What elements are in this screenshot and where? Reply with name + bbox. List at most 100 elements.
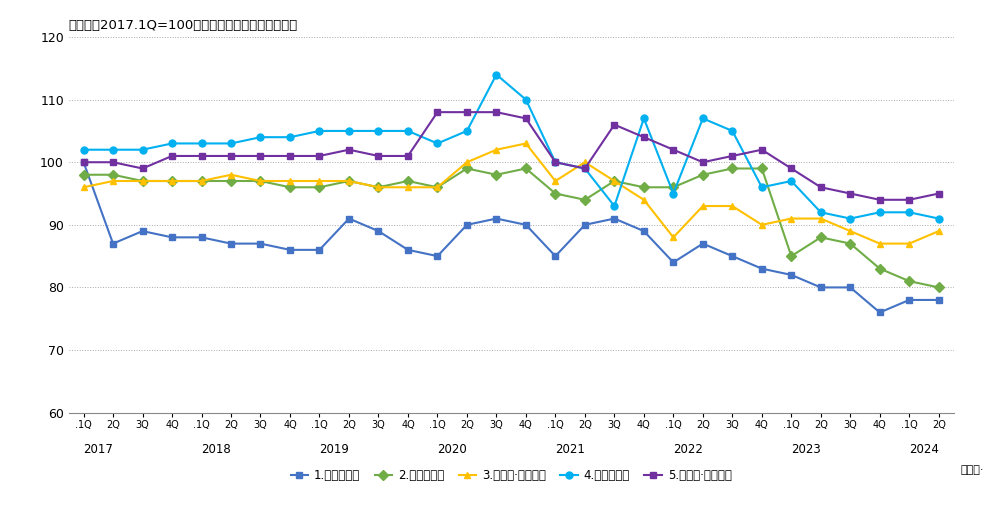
3.　城西·城北地区 <box>697 203 709 209</box>
2.　城南地区 <box>874 266 886 272</box>
3.　城西·城北地区 <box>78 184 89 190</box>
Text: 2020: 2020 <box>437 443 467 456</box>
1.　都心地区 <box>697 240 709 247</box>
4.　城东地区 <box>844 215 856 222</box>
4.　城东地区 <box>667 190 679 197</box>
Text: 2022: 2022 <box>673 443 703 456</box>
1.　都心地区 <box>844 284 856 290</box>
4.　城东地区 <box>756 184 768 190</box>
3.　城西·城北地区 <box>903 240 915 247</box>
1.　都心地区 <box>78 159 89 166</box>
1.　都心地区 <box>225 240 237 247</box>
4.　城东地区 <box>520 96 532 103</box>
Text: （年度·季度）: （年度·季度） <box>960 466 983 476</box>
2.　城南地区 <box>667 184 679 190</box>
3.　城西·城北地区 <box>520 140 532 147</box>
3.　城西·城北地区 <box>402 184 414 190</box>
5.　横滨·川崎地区 <box>520 115 532 122</box>
4.　城东地区 <box>107 147 119 153</box>
2.　城南地区 <box>107 171 119 178</box>
4.　城东地区 <box>284 134 296 140</box>
5.　横滨·川崎地区 <box>137 165 148 171</box>
1.　都心地区 <box>107 240 119 247</box>
Text: 2019: 2019 <box>319 443 349 456</box>
3.　城西·城北地区 <box>225 171 237 178</box>
1.　都心地区 <box>579 222 591 228</box>
4.　城东地区 <box>638 115 650 122</box>
1.　都心地区 <box>432 253 443 259</box>
1.　都心地区 <box>402 247 414 253</box>
Line: 5.　横滨·川崎地区: 5. 横滨·川崎地区 <box>80 108 943 203</box>
3.　城西·城北地区 <box>491 147 502 153</box>
3.　城西·城北地区 <box>608 178 620 184</box>
5.　横滨·川崎地区 <box>491 109 502 115</box>
Text: 2017: 2017 <box>84 443 113 456</box>
2.　城南地区 <box>137 178 148 184</box>
4.　城东地区 <box>343 127 355 134</box>
Text: 2023: 2023 <box>791 443 821 456</box>
2.　城南地区 <box>638 184 650 190</box>
4.　城东地区 <box>461 127 473 134</box>
1.　都心地区 <box>549 253 561 259</box>
Line: 3.　城西·城北地区: 3. 城西·城北地区 <box>80 140 943 247</box>
2.　城南地区 <box>402 178 414 184</box>
5.　横滨·川崎地区 <box>844 190 856 197</box>
2.　城南地区 <box>844 240 856 247</box>
5.　横滨·川崎地区 <box>432 109 443 115</box>
1.　都心地区 <box>137 228 148 234</box>
1.　都心地区 <box>638 228 650 234</box>
5.　横滨·川崎地区 <box>461 109 473 115</box>
4.　城东地区 <box>373 127 384 134</box>
2.　城南地区 <box>225 178 237 184</box>
2.　城南地区 <box>933 284 945 290</box>
4.　城东地区 <box>785 178 797 184</box>
5.　横滨·川崎地区 <box>874 197 886 203</box>
5.　横滨·川崎地区 <box>78 159 89 166</box>
4.　城东地区 <box>697 115 709 122</box>
1.　都心地区 <box>933 297 945 303</box>
1.　都心地区 <box>903 297 915 303</box>
3.　城西·城北地区 <box>667 234 679 241</box>
2.　城南地区 <box>461 165 473 171</box>
2.　城南地区 <box>491 171 502 178</box>
4.　城东地区 <box>255 134 266 140</box>
3.　城西·城北地区 <box>314 178 325 184</box>
2.　城南地区 <box>373 184 384 190</box>
5.　横滨·川崎地区 <box>314 153 325 159</box>
2.　城南地区 <box>697 171 709 178</box>
4.　城东地区 <box>726 127 738 134</box>
4.　城东地区 <box>402 127 414 134</box>
1.　都心地区 <box>255 240 266 247</box>
5.　横滨·川崎地区 <box>402 153 414 159</box>
5.　横滨·川崎地区 <box>697 159 709 166</box>
2.　城南地区 <box>432 184 443 190</box>
Legend: 1.　都心地区, 2.　城南地区, 3.　城西·城北地区, 4.　城东地区, 5.　横滨·川崎地区: 1. 都心地区, 2. 城南地区, 3. 城西·城北地区, 4. 城东地区, 5… <box>291 469 731 482</box>
5.　横滨·川崎地区 <box>196 153 207 159</box>
1.　都心地区 <box>520 222 532 228</box>
Text: 2018: 2018 <box>202 443 231 456</box>
2.　城南地区 <box>196 178 207 184</box>
1.　都心地区 <box>726 253 738 259</box>
5.　横滨·川崎地区 <box>255 153 266 159</box>
4.　城东地区 <box>196 140 207 147</box>
1.　都心地区 <box>343 215 355 222</box>
3.　城西·城北地区 <box>373 184 384 190</box>
5.　横滨·川崎地区 <box>785 165 797 171</box>
4.　城东地区 <box>137 147 148 153</box>
2.　城南地区 <box>785 253 797 259</box>
5.　横滨·川崎地区 <box>166 153 178 159</box>
5.　横滨·川崎地区 <box>225 153 237 159</box>
3.　城西·城北地区 <box>726 203 738 209</box>
5.　横滨·川崎地区 <box>284 153 296 159</box>
3.　城西·城北地区 <box>284 178 296 184</box>
3.　城西·城北地区 <box>432 184 443 190</box>
2.　城南地区 <box>726 165 738 171</box>
1.　都心地区 <box>608 215 620 222</box>
1.　都心地区 <box>284 247 296 253</box>
4.　城东地区 <box>933 215 945 222</box>
5.　横滨·川崎地区 <box>549 159 561 166</box>
3.　城西·城北地区 <box>815 215 827 222</box>
5.　横滨·川崎地区 <box>756 147 768 153</box>
5.　横滨·川崎地区 <box>343 147 355 153</box>
2.　城南地区 <box>284 184 296 190</box>
